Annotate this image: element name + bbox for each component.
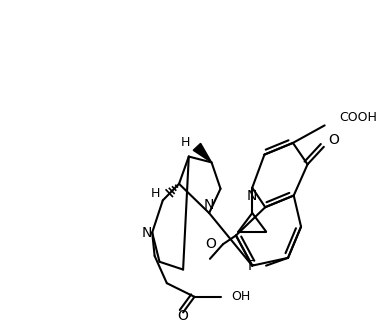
Polygon shape <box>193 143 211 162</box>
Text: H: H <box>181 136 191 149</box>
Text: O: O <box>178 309 189 323</box>
Text: N: N <box>247 189 257 202</box>
Text: F: F <box>248 259 255 273</box>
Text: OH: OH <box>231 290 250 303</box>
Text: O: O <box>206 237 217 251</box>
Text: N: N <box>141 226 152 239</box>
Text: O: O <box>328 133 339 147</box>
Text: H: H <box>151 187 160 200</box>
Text: COOH: COOH <box>339 111 377 124</box>
Text: N: N <box>204 198 214 212</box>
